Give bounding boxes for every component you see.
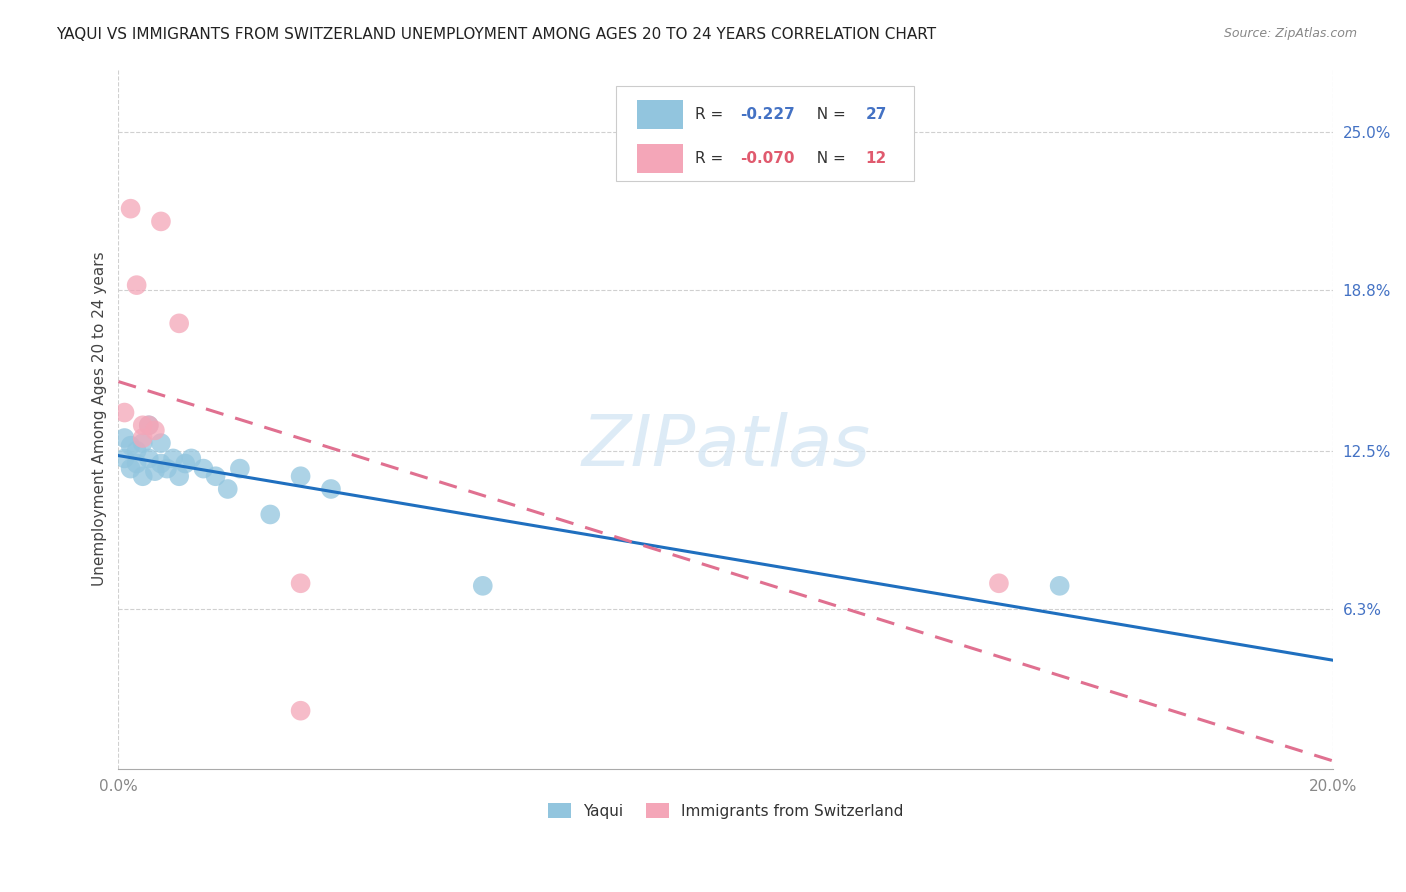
Point [132, 418, 155, 433]
Point [114, 431, 136, 445]
Point [138, 451, 160, 466]
Point [471, 579, 494, 593]
Text: YAQUI VS IMMIGRANTS FROM SWITZERLAND UNEMPLOYMENT AMONG AGES 20 TO 24 YEARS CORR: YAQUI VS IMMIGRANTS FROM SWITZERLAND UNE… [56, 27, 936, 42]
Point [149, 457, 172, 471]
Point [132, 431, 155, 445]
Point [290, 576, 312, 591]
Point [125, 278, 148, 293]
Point [167, 317, 190, 331]
Text: Source: ZipAtlas.com: Source: ZipAtlas.com [1223, 27, 1357, 40]
Point [1049, 579, 1071, 593]
Point [162, 451, 184, 466]
Text: N =: N = [807, 151, 851, 166]
Point [290, 704, 312, 718]
Point [120, 439, 142, 453]
Point [174, 457, 197, 471]
Legend: Yaqui, Immigrants from Switzerland: Yaqui, Immigrants from Switzerland [541, 797, 910, 825]
Point [138, 418, 160, 433]
FancyBboxPatch shape [616, 86, 914, 181]
Y-axis label: Unemployment Among Ages 20 to 24 years: Unemployment Among Ages 20 to 24 years [93, 252, 107, 586]
Point [167, 469, 190, 483]
Text: N =: N = [807, 107, 851, 122]
Point [114, 405, 136, 419]
Point [132, 469, 155, 483]
Point [204, 469, 226, 483]
Point [156, 461, 179, 475]
Point [319, 482, 342, 496]
Text: -0.227: -0.227 [740, 107, 794, 122]
Point [143, 423, 166, 437]
Text: R =: R = [696, 107, 728, 122]
Point [987, 576, 1010, 591]
Text: 27: 27 [865, 107, 887, 122]
Point [259, 508, 281, 522]
Point [114, 451, 136, 466]
FancyBboxPatch shape [637, 100, 683, 129]
Point [290, 469, 312, 483]
Text: ZIPatlas: ZIPatlas [581, 412, 870, 482]
Point [229, 461, 252, 475]
Point [132, 436, 155, 450]
Text: 12: 12 [865, 151, 887, 166]
Point [217, 482, 239, 496]
Point [120, 461, 142, 475]
Text: -0.070: -0.070 [740, 151, 794, 166]
Point [120, 202, 142, 216]
Point [125, 457, 148, 471]
Point [149, 436, 172, 450]
FancyBboxPatch shape [637, 144, 683, 173]
Text: R =: R = [696, 151, 728, 166]
Point [143, 464, 166, 478]
Point [138, 418, 160, 433]
Point [125, 443, 148, 458]
Point [193, 461, 215, 475]
Point [149, 214, 172, 228]
Point [180, 451, 202, 466]
